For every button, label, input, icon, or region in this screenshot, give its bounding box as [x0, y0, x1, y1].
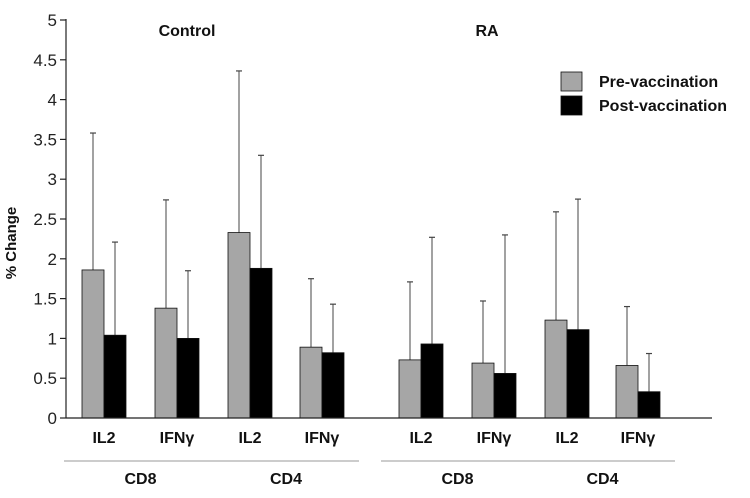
y-tick-label: 1: [48, 329, 57, 348]
y-tick-label: 4: [48, 91, 57, 110]
y-tick-label: 0.5: [33, 369, 57, 388]
group-label: CD4: [586, 471, 618, 488]
x-category-label: IL2: [555, 430, 578, 447]
panel-title: Control: [159, 23, 216, 40]
post-vaccination-bar: [250, 268, 272, 418]
x-category-label: IFNγ: [305, 430, 340, 447]
y-tick-label: 0: [48, 409, 57, 428]
post-vaccination-bar: [567, 330, 589, 418]
x-category-label: IL2: [92, 430, 115, 447]
y-tick-label: 1.5: [33, 290, 57, 309]
x-category-label: IFNγ: [477, 430, 512, 447]
pre-vaccination-bar: [155, 308, 177, 418]
y-tick-label: 5: [48, 11, 57, 30]
bars: [82, 233, 660, 418]
legend-swatch: [561, 72, 582, 91]
y-axis-label: % Change: [3, 207, 20, 280]
post-vaccination-bar: [421, 344, 443, 418]
x-category-label: IFNγ: [160, 430, 195, 447]
legend-swatch: [561, 96, 582, 115]
y-tick-label: 4.5: [33, 51, 57, 70]
panel-titles: Control RA: [159, 23, 499, 40]
group-label: CD8: [124, 471, 156, 488]
group-label: CD4: [270, 471, 302, 488]
y-tick-label: 3.5: [33, 130, 57, 149]
x-category-labels: IL2 IFNγ CD8 IL2 IFNγ CD4 IL2 IFNγ CD8 IL2 IFNγ CD4: [64, 430, 675, 488]
y-tick-label: 2: [48, 250, 57, 269]
post-vaccination-bar: [494, 373, 516, 418]
pre-vaccination-bar: [82, 270, 104, 418]
pre-vaccination-bar: [472, 363, 494, 418]
pre-vaccination-bar: [228, 233, 250, 418]
post-vaccination-bar: [104, 335, 126, 418]
post-vaccination-bar: [177, 338, 199, 418]
legend-label: Pre-vaccination: [599, 74, 718, 91]
bar-chart: 0 0.5 1 1.5 2 2.5 3 3.5 4 4.5 5 % Change IL2 IFNγ CD…: [0, 0, 750, 498]
x-category-label: IL2: [238, 430, 261, 447]
pre-vaccination-bar: [300, 347, 322, 418]
legend-label: Post-vaccination: [599, 98, 727, 115]
y-tick-label: 3: [48, 170, 57, 189]
panel-title: RA: [475, 23, 499, 40]
post-vaccination-bar: [322, 353, 344, 418]
y-tick-label: 2.5: [33, 210, 57, 229]
y-ticks: 0 0.5 1 1.5 2 2.5 3 3.5 4 4.5 5: [33, 11, 66, 428]
x-category-label: IFNγ: [621, 430, 656, 447]
pre-vaccination-bar: [616, 365, 638, 418]
group-label: CD8: [441, 471, 473, 488]
post-vaccination-bar: [638, 392, 660, 418]
x-category-label: IL2: [409, 430, 432, 447]
pre-vaccination-bar: [545, 320, 567, 418]
pre-vaccination-bar: [399, 360, 421, 418]
legend: Pre-vaccination Post-vaccination: [561, 72, 727, 115]
